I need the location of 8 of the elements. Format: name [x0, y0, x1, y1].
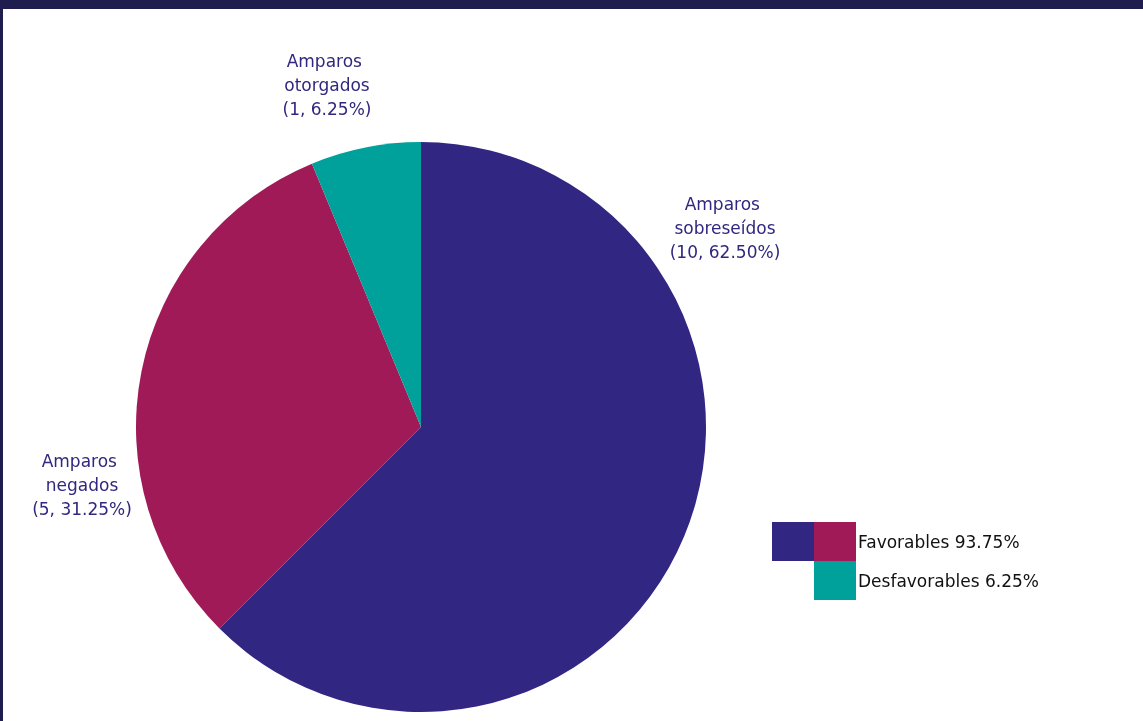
text: Favorables 93.75%	[858, 531, 1020, 552]
text: Desfavorables 6.25%	[858, 570, 1039, 591]
data-label: (10, 62.50%)	[669, 242, 781, 262]
slice-label: Amparos otorgados	[284, 51, 370, 95]
data-label: (1, 6.25%)	[282, 99, 372, 119]
slice-label: Amparos negados	[41, 451, 123, 495]
slice-label: Amparos sobreseídos	[674, 194, 776, 238]
data-label: (5, 31.25%)	[32, 499, 132, 519]
